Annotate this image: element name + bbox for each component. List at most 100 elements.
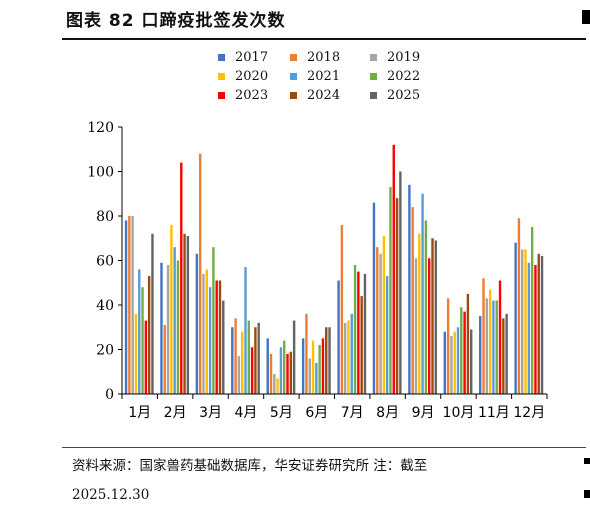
- x-tick-label-1: 1月: [128, 405, 151, 421]
- legend-label: 2019: [387, 50, 421, 65]
- bar-2023-3: [215, 280, 218, 394]
- legend-swatch: [370, 92, 377, 99]
- y-tick-label-40: 40: [96, 298, 114, 314]
- bar-2021-12: [527, 262, 531, 394]
- bar-2021-3: [208, 287, 212, 394]
- bar-2017-8: [372, 202, 376, 394]
- legend-swatch: [218, 54, 225, 61]
- bar-2022-7: [353, 264, 357, 394]
- bar-2017-4: [231, 327, 234, 394]
- legend-swatch: [370, 54, 377, 61]
- bar-2017-3: [195, 253, 199, 394]
- bar-2020-12: [524, 249, 527, 395]
- bar-2020-3: [205, 269, 208, 394]
- x-tick-label-11: 11月: [478, 405, 510, 421]
- bar-2018-12: [517, 218, 521, 394]
- bar-2021-10: [456, 327, 460, 394]
- legend-swatch: [370, 73, 377, 80]
- bar-2022-9: [424, 220, 428, 394]
- bar-2022-10: [460, 307, 463, 394]
- bar-2025-7: [363, 273, 367, 394]
- bar-2024-9: [431, 238, 434, 394]
- bar-2023-11: [498, 280, 502, 394]
- x-tick-label-7: 7月: [341, 405, 364, 421]
- legend-label: 2025: [387, 88, 421, 103]
- legend-item-2022: 2022: [370, 69, 420, 84]
- legend-item-2025: 2025: [370, 88, 420, 103]
- legend-label: 2024: [307, 88, 341, 103]
- y-tick-label-20: 20: [96, 343, 114, 359]
- bar-2023-6: [321, 338, 325, 395]
- bar-2019-12: [521, 249, 524, 395]
- legend-label: 2022: [387, 69, 421, 84]
- y-tick-label-80: 80: [96, 209, 114, 225]
- bar-2021-9: [421, 193, 424, 394]
- bar-2025-12: [540, 256, 544, 394]
- bar-2024-6: [325, 327, 328, 394]
- bar-2019-9: [414, 258, 418, 394]
- bar-2017-5: [266, 338, 269, 395]
- x-tick-label-9: 9月: [412, 405, 435, 421]
- bar-2022-4: [247, 320, 251, 394]
- y-tick-label-60: 60: [96, 254, 114, 270]
- bar-2019-3: [202, 273, 205, 394]
- bar-2020-5: [276, 378, 279, 394]
- bar-2019-11: [485, 298, 489, 394]
- bar-2025-10: [470, 329, 473, 394]
- bar-2023-9: [427, 258, 431, 394]
- bar-2020-1: [134, 313, 138, 394]
- bar-2021-2: [173, 247, 176, 394]
- bar-2020-6: [311, 340, 315, 394]
- source-rule: [62, 447, 586, 448]
- legend-label: 2018: [307, 50, 341, 65]
- bar-2020-4: [241, 331, 244, 394]
- bar-2023-5: [286, 353, 289, 394]
- bar-2019-4: [237, 356, 241, 394]
- bar-2021-7: [350, 313, 353, 394]
- bar-2024-5: [289, 351, 293, 394]
- bar-2023-12: [534, 264, 537, 394]
- bar-2018-4: [234, 318, 237, 394]
- right-edge-mark-3: [584, 490, 590, 498]
- bar-2019-10: [450, 336, 453, 394]
- legend-item-2024: 2024: [290, 88, 340, 103]
- bar-2021-5: [279, 347, 283, 394]
- bar-2022-1: [141, 287, 144, 394]
- bar-2019-7: [343, 322, 347, 394]
- bar-2025-5: [292, 320, 296, 394]
- right-edge-mark: [582, 10, 590, 24]
- x-tick-label-10: 10月: [443, 405, 475, 421]
- bar-2017-1: [124, 220, 128, 394]
- bar-2023-8: [392, 144, 395, 394]
- bar-2020-10: [453, 331, 456, 394]
- legend-label: 2021: [307, 69, 341, 84]
- bar-2019-8: [379, 253, 382, 394]
- bar-2018-10: [446, 298, 450, 394]
- bar-2018-7: [340, 224, 344, 394]
- bar-2020-11: [488, 289, 492, 394]
- bar-2017-10: [443, 331, 447, 394]
- bar-2020-8: [382, 236, 386, 394]
- bar-2019-1: [131, 216, 134, 394]
- bar-2023-4: [250, 347, 254, 394]
- bar-2022-6: [318, 345, 321, 394]
- legend-item-2021: 2021: [290, 69, 340, 84]
- title-rule: [62, 38, 586, 40]
- bar-2019-6: [308, 358, 311, 394]
- bar-2021-6: [315, 362, 318, 394]
- bar-2024-2: [183, 233, 186, 394]
- y-tick-label-120: 120: [87, 120, 114, 136]
- legend-swatch: [218, 73, 225, 80]
- bar-2018-1: [128, 216, 131, 394]
- bar-2024-7: [360, 296, 363, 394]
- bar-2022-5: [283, 340, 286, 394]
- bar-2018-9: [411, 207, 414, 394]
- bar-2022-12: [530, 227, 534, 395]
- legend-swatch: [218, 92, 225, 99]
- bar-2023-1: [144, 320, 148, 394]
- bar-2022-11: [495, 300, 498, 394]
- y-tick-label-0: 0: [105, 387, 114, 403]
- legend-item-2017: 2017: [218, 50, 268, 65]
- y-tick-label-100: 100: [87, 165, 114, 181]
- bar-2017-12: [514, 242, 517, 394]
